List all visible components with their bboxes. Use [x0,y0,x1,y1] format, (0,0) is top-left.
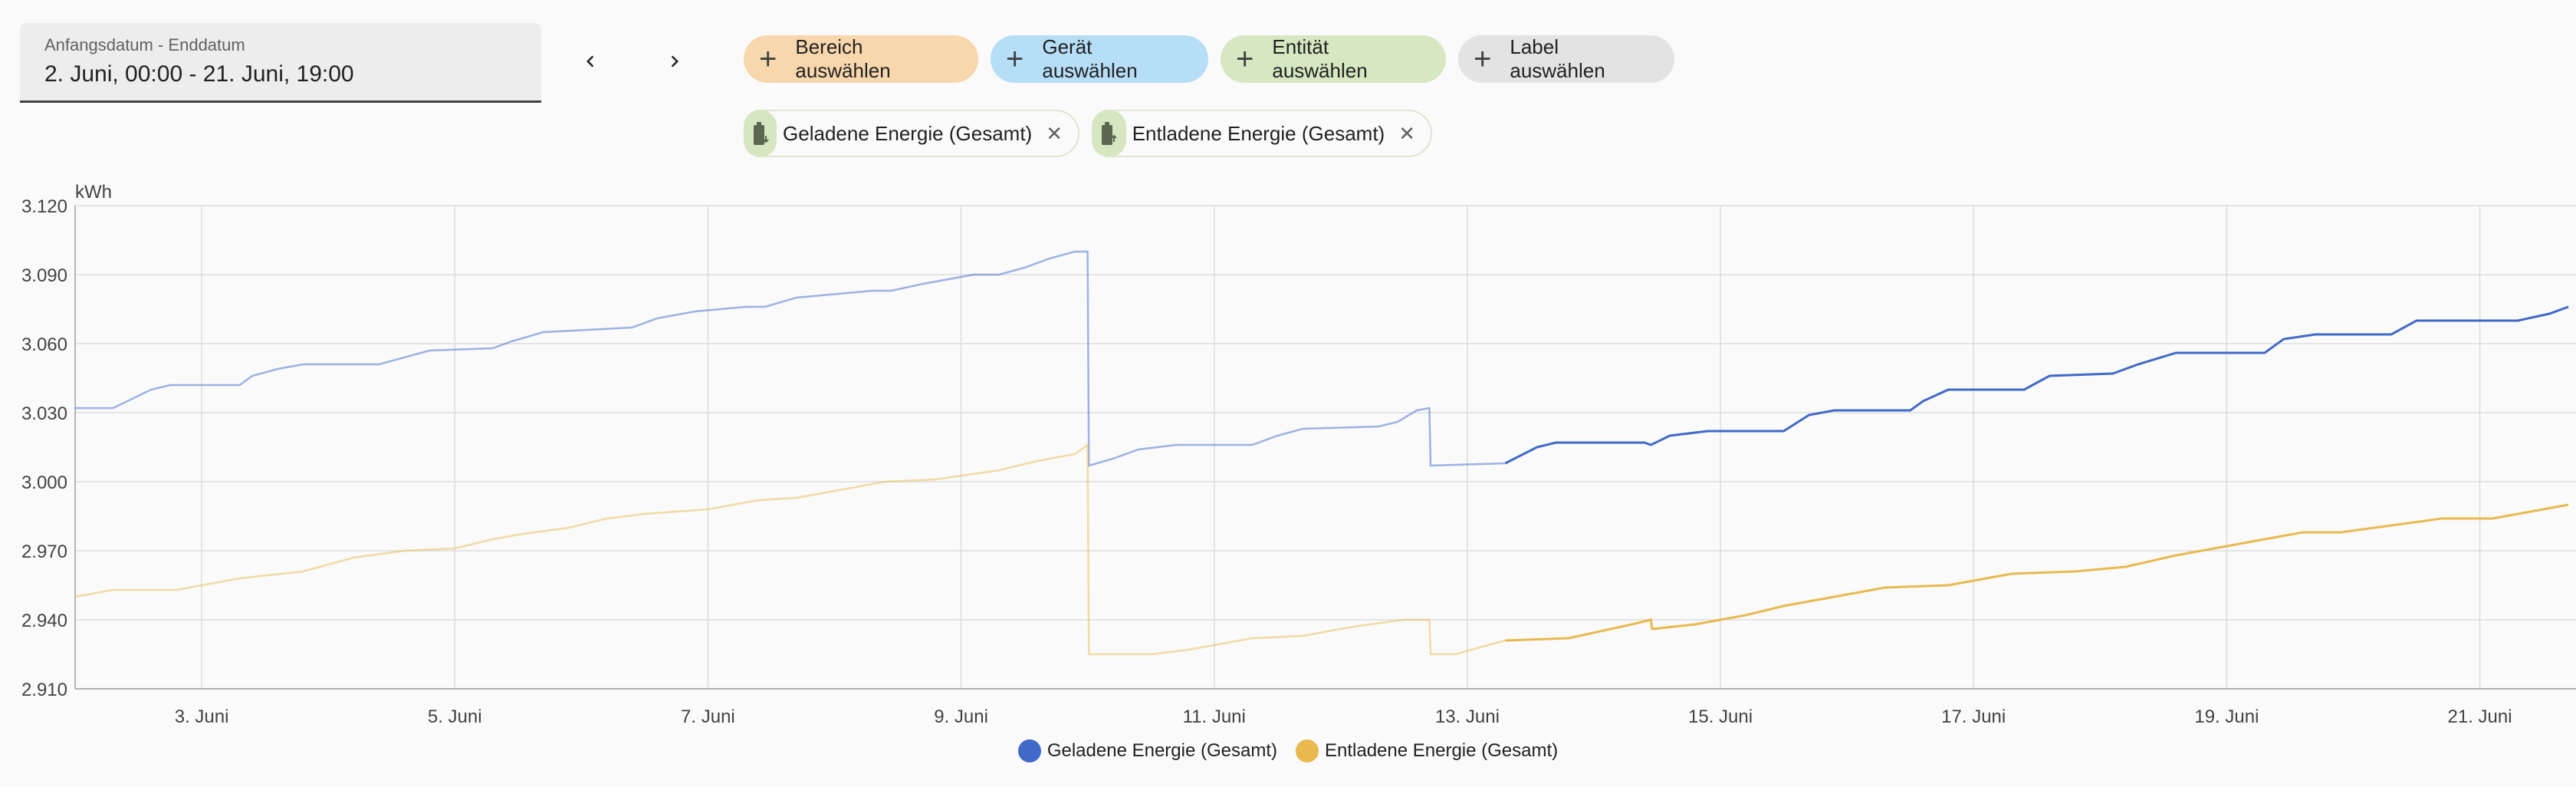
x-tick-label: 19. Juni [2194,706,2259,727]
entity-chip-label: Entladene Energie (Gesamt) [1132,121,1385,145]
entity-chip-charged-energy[interactable]: Geladene Energie (Gesamt) ✕ [744,110,1079,157]
y-tick-label: 3.030 [21,403,67,424]
legend-dot [1295,739,1319,762]
previous-period-button[interactable] [566,37,615,86]
y-axis-unit-label: kWh [75,182,112,203]
x-tick-label: 15. Juni [1688,706,1753,727]
chevron-left-icon [586,55,594,68]
date-range-value: 2. Juni, 00:00 - 21. Juni, 19:00 [44,61,354,87]
chevron-right-icon [671,55,678,68]
x-tick-label: 17. Juni [1941,706,2006,727]
plus-icon: + [1474,42,1492,76]
legend-item-charged[interactable]: Geladene Energie (Gesamt) [1017,739,1277,762]
y-tick-label: 3.120 [21,196,67,217]
series-line-history-1 [74,443,1506,656]
date-range-label: Anfangsdatum - Enddatum [44,35,245,54]
x-tick-label: 13. Juni [1435,706,1500,727]
y-tick-label: 2.940 [21,611,67,631]
date-range-picker[interactable]: Anfangsdatum - Enddatum 2. Juni, 00:00 -… [20,23,541,103]
x-tick-label: 21. Juni [2448,706,2512,727]
select-device-label: Gerät auswählen [1042,35,1138,82]
select-entity-label: Entität auswählen [1272,35,1368,82]
x-tick-label: 5. Juni [428,706,482,727]
series-line-0 [1504,305,2569,465]
x-tick-label: 3. Juni [175,706,229,727]
legend-item-discharged[interactable]: Entladene Energie (Gesamt) [1295,739,1559,762]
select-device-button[interactable]: + Gerät auswählen [991,35,1208,83]
plus-icon: + [1006,42,1024,76]
y-tick-label: 2.970 [21,542,67,562]
select-area-label: Bereich auswählen [795,35,891,82]
y-tick-label: 3.090 [21,265,67,286]
y-tick-label: 2.910 [21,680,67,700]
remove-entity-icon[interactable]: ✕ [1398,121,1415,145]
y-tick-label: 3.060 [21,334,67,355]
series-line-1 [1505,503,2569,642]
entity-chip-discharged-energy[interactable]: Entladene Energie (Gesamt) ✕ [1092,110,1432,157]
plus-icon: + [759,42,777,76]
remove-entity-icon[interactable]: ✕ [1046,121,1063,145]
select-area-button[interactable]: + Bereich auswählen [744,35,978,83]
select-entity-button[interactable]: + Entität auswählen [1221,35,1446,83]
select-label-button[interactable]: + Label auswählen [1458,35,1674,83]
series-line-history-0 [75,250,1506,467]
battery-discharging-icon [1092,110,1126,157]
x-tick-label: 9. Juni [934,706,988,727]
battery-charging-icon [744,110,777,157]
next-period-button[interactable] [650,37,699,86]
entity-chip-label: Geladene Energie (Gesamt) [783,121,1033,145]
legend-label: Geladene Energie (Gesamt) [1046,740,1277,761]
x-tick-label: 7. Juni [681,706,735,727]
chart-legend: Geladene Energie (Gesamt) Entladene Ener… [0,739,2576,762]
select-label-label: Label auswählen [1510,35,1605,82]
legend-dot [1017,739,1041,762]
y-tick-label: 3.000 [21,473,67,493]
x-tick-label: 11. Juni [1183,706,1246,727]
plus-icon: + [1236,42,1254,76]
legend-label: Entladene Energie (Gesamt) [1324,740,1559,761]
energy-line-chart: 2.910 2.940 2.970 3.000 3.030 3.060 3.090 3.120… [21,182,2576,727]
